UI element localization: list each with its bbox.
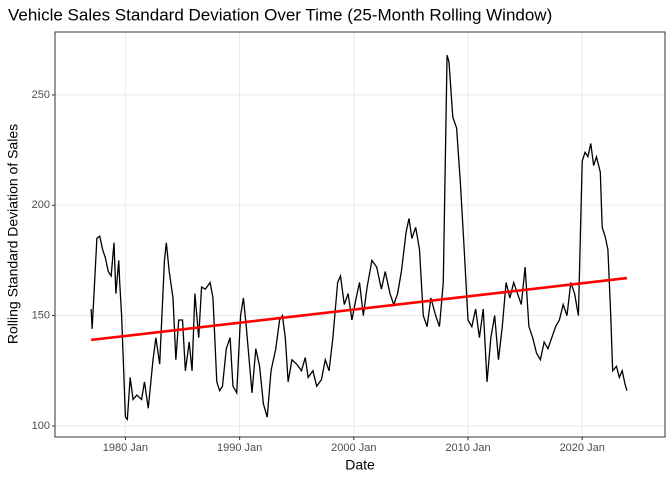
y-tick-label: 200 [32, 199, 50, 211]
y-axis-label: Rolling Standard Deviation of Sales [5, 124, 21, 344]
series-line [90, 54, 628, 421]
marks [90, 54, 628, 421]
panel-border [54, 31, 666, 438]
x-tick-label: 2020 Jan [560, 442, 605, 454]
grid [52, 32, 665, 440]
chart-title: Vehicle Sales Standard Deviation Over Ti… [8, 5, 552, 24]
x-tick-label: 2000 Jan [331, 442, 376, 454]
y-tick-label: 100 [32, 420, 50, 432]
y-tick-label: 250 [32, 89, 50, 101]
x-tick-label: 2010 Jan [445, 442, 490, 454]
x-tick-label: 1980 Jan [103, 442, 148, 454]
x-axis-label: Date [345, 457, 375, 473]
x-tick-label: 1990 Jan [217, 442, 262, 454]
series-line [91, 276, 628, 342]
y-tick-label: 150 [32, 310, 50, 322]
